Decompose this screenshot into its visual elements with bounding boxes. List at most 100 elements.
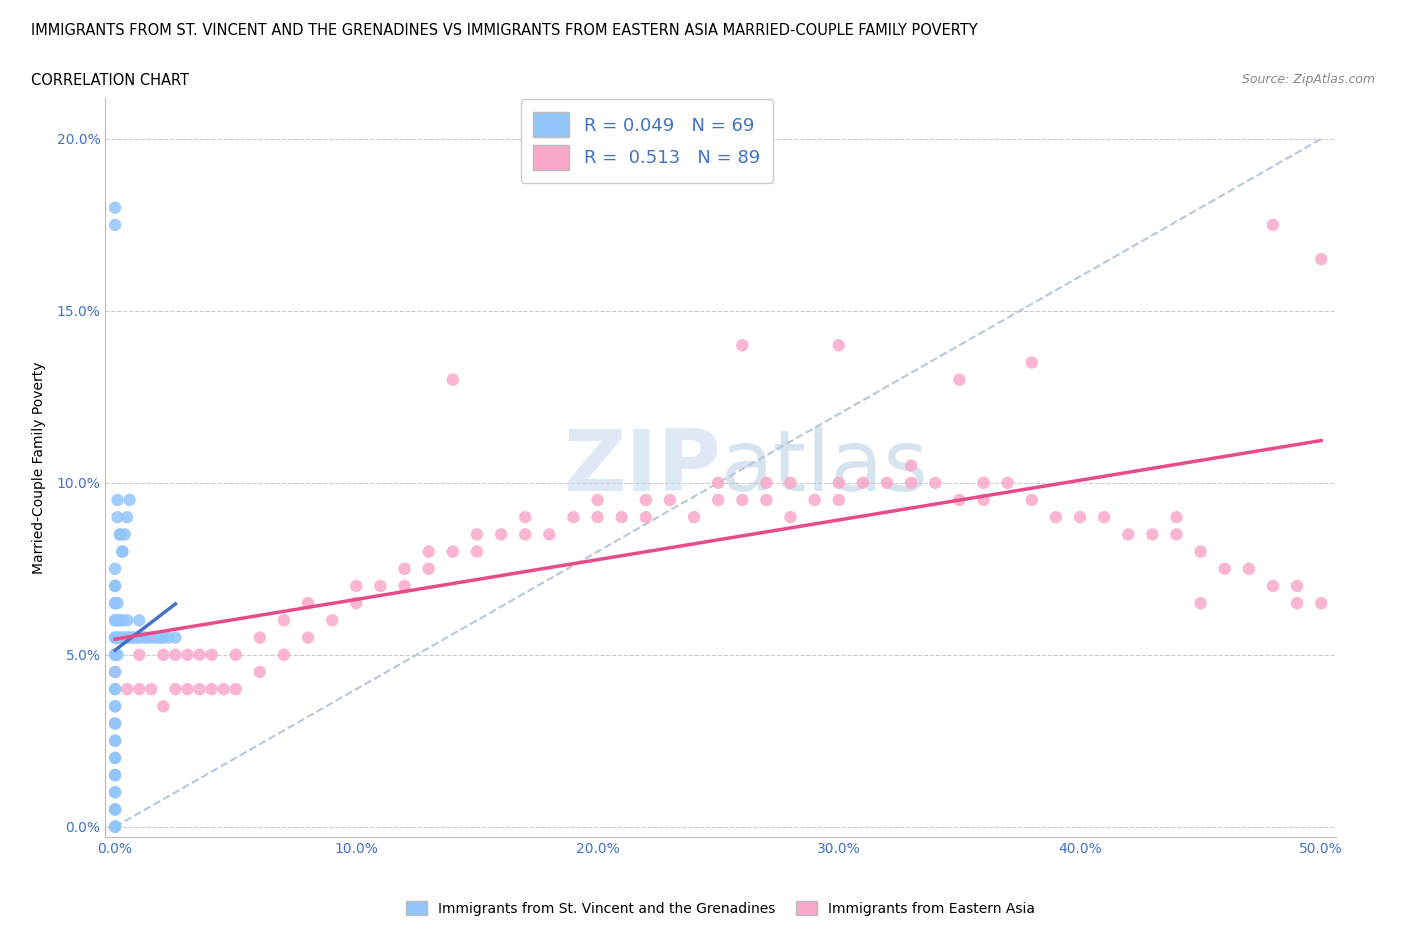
Point <box>104 802 127 817</box>
Point <box>973 493 995 508</box>
Point <box>107 631 129 645</box>
Point <box>125 631 148 645</box>
Point <box>1166 527 1188 542</box>
Point <box>828 493 851 508</box>
Point <box>876 475 898 490</box>
Point <box>108 527 131 542</box>
Point <box>104 562 127 577</box>
Point <box>104 596 127 611</box>
Point <box>104 682 127 697</box>
Point <box>997 475 1019 490</box>
Point <box>104 647 127 662</box>
Point <box>104 613 127 628</box>
Point <box>1213 562 1236 577</box>
Point <box>141 682 163 697</box>
Point <box>111 544 134 559</box>
Point <box>344 596 367 611</box>
Point <box>634 510 657 525</box>
Point <box>152 631 174 645</box>
Point <box>135 631 157 645</box>
Point <box>803 493 825 508</box>
Point <box>104 596 127 611</box>
Point <box>1189 544 1212 559</box>
Point <box>249 631 271 645</box>
Text: Source: ZipAtlas.com: Source: ZipAtlas.com <box>1241 73 1375 86</box>
Point <box>755 493 778 508</box>
Point <box>1189 596 1212 611</box>
Point <box>114 527 136 542</box>
Point <box>104 716 127 731</box>
Point <box>321 613 343 628</box>
Point <box>104 802 127 817</box>
Point <box>948 372 970 387</box>
Point <box>118 631 141 645</box>
Point <box>441 544 464 559</box>
Point <box>111 613 134 628</box>
Point <box>562 510 585 525</box>
Point <box>779 475 801 490</box>
Point <box>1092 510 1115 525</box>
Point <box>755 475 778 490</box>
Point <box>128 613 150 628</box>
Point <box>115 613 138 628</box>
Point <box>104 751 127 765</box>
Point <box>973 475 995 490</box>
Point <box>121 631 143 645</box>
Point <box>104 716 127 731</box>
Point <box>249 665 271 680</box>
Point <box>104 631 127 645</box>
Point <box>104 819 127 834</box>
Point <box>104 819 127 834</box>
Point <box>104 613 127 628</box>
Point <box>779 510 801 525</box>
Point <box>441 372 464 387</box>
Legend: Immigrants from St. Vincent and the Grenadines, Immigrants from Eastern Asia: Immigrants from St. Vincent and the Gren… <box>401 896 1040 922</box>
Point <box>924 475 946 490</box>
Point <box>165 631 187 645</box>
Point <box>104 751 127 765</box>
Point <box>104 665 127 680</box>
Point <box>900 458 922 473</box>
Point <box>273 613 295 628</box>
Point <box>107 613 129 628</box>
Point <box>586 493 609 508</box>
Text: CORRELATION CHART: CORRELATION CHART <box>31 73 188 87</box>
Point <box>111 631 134 645</box>
Point <box>1021 493 1043 508</box>
Point <box>538 527 561 542</box>
Point <box>465 544 488 559</box>
Point <box>394 578 416 593</box>
Point <box>1116 527 1139 542</box>
Text: atlas: atlas <box>721 426 928 509</box>
Point <box>370 578 392 593</box>
Point <box>104 767 127 782</box>
Point <box>828 338 851 352</box>
Point <box>104 698 127 713</box>
Point <box>149 631 172 645</box>
Point <box>273 647 295 662</box>
Point <box>114 631 136 645</box>
Point <box>104 200 127 215</box>
Point <box>1261 578 1284 593</box>
Point <box>586 510 609 525</box>
Point <box>1237 562 1260 577</box>
Point <box>225 647 247 662</box>
Point <box>344 578 367 593</box>
Point <box>145 631 167 645</box>
Point <box>1166 510 1188 525</box>
Point <box>515 510 537 525</box>
Point <box>104 631 127 645</box>
Point <box>1286 578 1309 593</box>
Point <box>104 698 127 713</box>
Point <box>900 475 922 490</box>
Point <box>852 475 875 490</box>
Point <box>1310 252 1333 267</box>
Point <box>111 544 134 559</box>
Point <box>115 682 138 697</box>
Point <box>104 802 127 817</box>
Point <box>212 682 235 697</box>
Point <box>165 682 187 697</box>
Point <box>489 527 512 542</box>
Point <box>128 631 150 645</box>
Point <box>188 682 211 697</box>
